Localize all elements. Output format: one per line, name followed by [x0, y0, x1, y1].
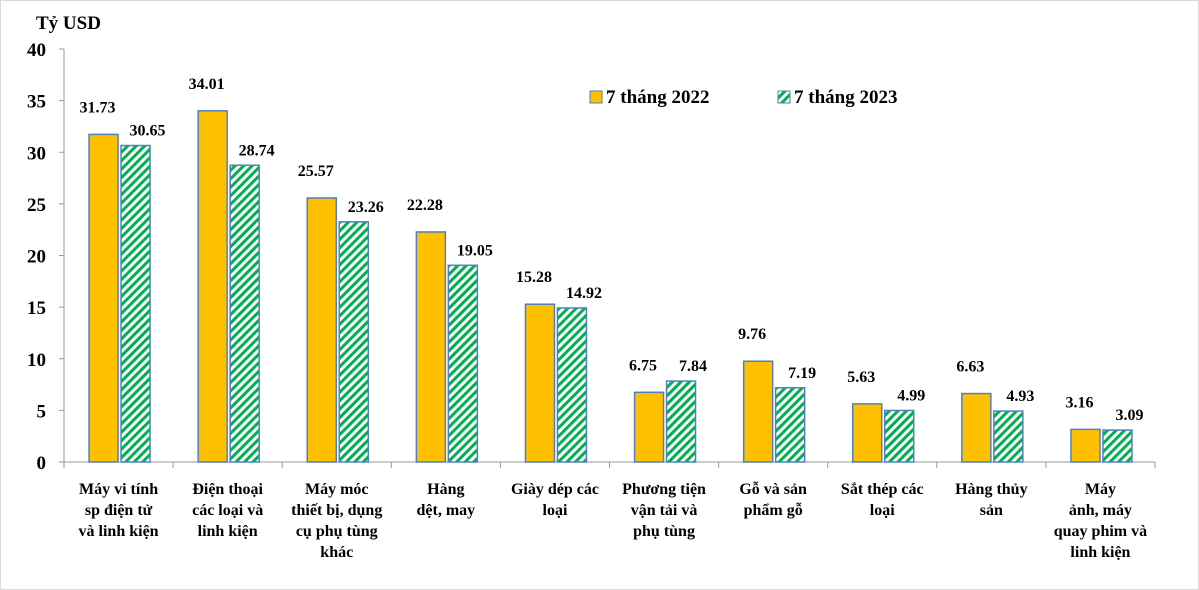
bar-2023 [229, 164, 260, 463]
bar-2022 [524, 303, 556, 463]
legend: 7 tháng 2022 7 tháng 2023 [589, 87, 897, 108]
data-label: 7.19 [788, 365, 816, 382]
bar-2022 [742, 360, 774, 463]
y-tick-label: 0 [37, 453, 47, 474]
x-category-label: Máy ảnh, máy quay phim và linh kiện [1054, 481, 1147, 561]
legend-label: 7 tháng 2023 [794, 87, 897, 108]
x-category-label: Giày dép các loại [511, 481, 599, 519]
bar-2023 [993, 410, 1024, 463]
bar-2023 [447, 264, 479, 463]
bar-2023 [1102, 429, 1133, 463]
y-tick-label: 35 [27, 92, 46, 113]
bar-2023 [884, 409, 915, 463]
bar-2023 [556, 307, 588, 463]
bar-2022 [415, 231, 447, 463]
data-label: 4.93 [1006, 388, 1034, 405]
bar-2022 [197, 110, 228, 463]
bar-2022 [633, 391, 665, 463]
data-label: 4.99 [897, 387, 925, 404]
y-tick-label: 20 [27, 247, 46, 268]
data-label: 3.09 [1115, 407, 1143, 424]
legend-swatch-2023 [777, 90, 791, 104]
data-label: 23.26 [348, 199, 384, 216]
data-label: 7.84 [679, 358, 707, 375]
y-tick-label: 15 [27, 298, 46, 319]
x-category-label: Phương tiện vận tải và phụ tùng [622, 481, 706, 540]
bar-2022 [88, 133, 119, 463]
data-label: 22.28 [407, 197, 443, 214]
bar-2023 [665, 380, 697, 463]
x-category-label: Hàng dệt, may [417, 481, 476, 519]
bar-2023 [120, 144, 151, 463]
y-tick-label: 25 [27, 195, 46, 216]
bar-2022 [852, 403, 883, 463]
y-axis-label: Tỷ USD [36, 13, 101, 34]
y-tick-label: 40 [27, 40, 46, 61]
data-label: 28.74 [239, 142, 275, 159]
bar-2022 [961, 392, 992, 463]
data-label: 6.63 [956, 359, 984, 376]
data-label: 5.63 [847, 369, 875, 386]
x-category-label: Điện thoại các loại và linh kiện [192, 481, 263, 540]
y-tick-label: 10 [27, 350, 46, 371]
bar-2023 [338, 221, 369, 463]
data-label: 31.73 [80, 99, 116, 116]
data-label: 30.65 [130, 123, 166, 140]
data-label: 14.92 [566, 285, 602, 302]
x-category-label: Máy móc thiết bị, dụng cụ phụ tùng khác [291, 481, 382, 561]
x-category-label: Sắt thép các loại [841, 481, 924, 519]
y-tick-label: 5 [37, 401, 47, 422]
bar-2022 [306, 197, 337, 463]
data-label: 6.75 [629, 357, 657, 374]
data-label: 15.28 [516, 269, 552, 286]
legend-swatch-2022 [589, 90, 603, 104]
data-label: 3.16 [1065, 394, 1093, 411]
bars: 31.73 34.01 25.57 22.28 15.28 6.75 9.76 5.63 6.6… [80, 76, 1143, 463]
data-label: 34.01 [189, 76, 225, 93]
data-label: 9.76 [738, 326, 766, 343]
x-category-label: Máy vi tính sp điện tử và linh kiện [79, 481, 159, 540]
x-category-label: Gỗ và sản phẩm gỗ [739, 481, 807, 519]
x-category-label: Hàng thủy sản [955, 481, 1027, 519]
data-label: 25.57 [298, 163, 334, 180]
legend-label: 7 tháng 2022 [606, 87, 709, 108]
bar-2023 [774, 387, 806, 463]
bar-2022 [1070, 428, 1101, 463]
data-label: 19.05 [457, 242, 493, 259]
y-tick-label: 30 [27, 143, 46, 164]
